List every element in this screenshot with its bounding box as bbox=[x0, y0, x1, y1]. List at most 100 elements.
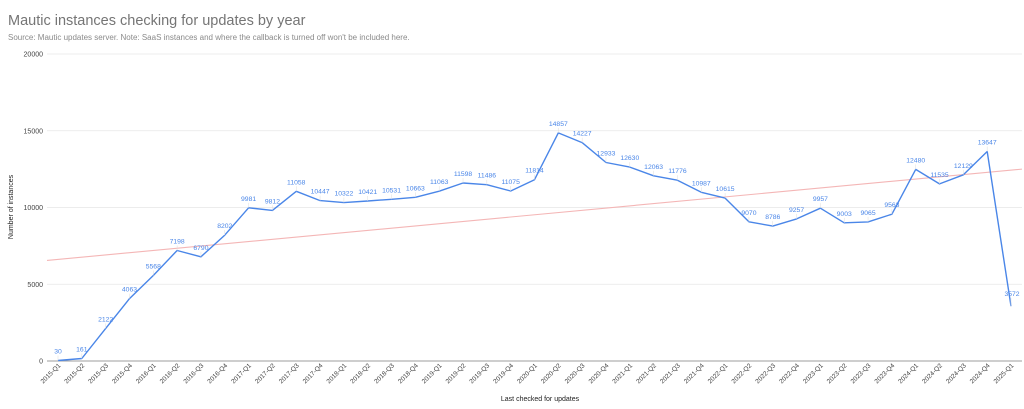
x-axis-ticks: 2015-Q1 2015-Q2 2015-Q3 2015-Q4 2016-Q1 2016-… bbox=[40, 362, 1016, 385]
data-label: 9070 bbox=[741, 210, 756, 217]
x-tick-label: 2022-Q1 bbox=[707, 362, 730, 385]
data-label: 9981 bbox=[241, 196, 256, 203]
data-label: 11075 bbox=[501, 179, 520, 186]
data-label: 10447 bbox=[311, 189, 330, 196]
x-tick-label: 2018-Q2 bbox=[349, 362, 372, 385]
x-tick-label: 2025-Q1 bbox=[993, 362, 1016, 385]
x-tick-label: 2024-Q2 bbox=[921, 362, 944, 385]
data-label: 11535 bbox=[930, 172, 949, 179]
x-tick-label: 2024-Q4 bbox=[969, 362, 992, 385]
x-tick-label: 2016-Q2 bbox=[159, 362, 182, 385]
y-axis-title: Number of instances bbox=[8, 174, 15, 239]
trendline bbox=[46, 168, 1023, 261]
data-label: 5568 bbox=[146, 264, 161, 271]
data-label: 12480 bbox=[906, 157, 925, 164]
x-tick-label: 2023-Q1 bbox=[802, 362, 825, 385]
series-path bbox=[57, 132, 1012, 362]
data-label: 6790 bbox=[193, 245, 208, 252]
y-tick-label: 20000 bbox=[24, 52, 44, 59]
data-label: 12129 bbox=[954, 163, 973, 170]
x-tick-label: 2017-Q3 bbox=[278, 362, 301, 385]
x-tick-label: 2016-Q3 bbox=[182, 362, 205, 385]
data-label: 9563 bbox=[884, 202, 899, 209]
data-label: 9812 bbox=[265, 198, 280, 205]
data-label: 4063 bbox=[122, 287, 137, 294]
x-tick-label: 2015-Q2 bbox=[63, 362, 86, 385]
data-label: 11063 bbox=[430, 179, 449, 186]
x-tick-label: 2018-Q3 bbox=[373, 362, 396, 385]
x-tick-label: 2017-Q2 bbox=[254, 362, 277, 385]
y-axis-ticks: 0 5000 10000 15000 20000 bbox=[24, 52, 44, 366]
data-label: 12630 bbox=[620, 155, 639, 162]
x-axis-title: Last checked for updates bbox=[501, 396, 580, 403]
x-tick-label: 2023-Q2 bbox=[826, 362, 849, 385]
x-tick-label: 2021-Q2 bbox=[635, 362, 658, 385]
data-label: 12933 bbox=[597, 150, 616, 157]
x-tick-label: 2024-Q1 bbox=[897, 362, 920, 385]
x-tick-label: 2018-Q4 bbox=[397, 362, 420, 385]
x-tick-label: 2017-Q4 bbox=[302, 362, 325, 385]
x-tick-label: 2022-Q3 bbox=[754, 362, 777, 385]
data-label: 12063 bbox=[644, 164, 663, 171]
data-label: 10663 bbox=[406, 185, 425, 192]
x-tick-label: 2016-Q1 bbox=[135, 362, 158, 385]
x-tick-label: 2023-Q3 bbox=[850, 362, 873, 385]
x-tick-label: 2020-Q1 bbox=[516, 362, 539, 385]
x-tick-label: 2021-Q3 bbox=[659, 362, 682, 385]
chart-title: Mautic instances checking for updates by… bbox=[8, 13, 306, 29]
x-tick-label: 2020-Q2 bbox=[540, 362, 563, 385]
x-tick-label: 2018-Q1 bbox=[325, 362, 348, 385]
x-tick-label: 2019-Q3 bbox=[468, 362, 491, 385]
data-label: 10615 bbox=[716, 186, 735, 193]
x-tick-label: 2019-Q1 bbox=[421, 362, 444, 385]
x-tick-label: 2020-Q3 bbox=[564, 362, 587, 385]
x-tick-label: 2016-Q4 bbox=[206, 362, 229, 385]
x-tick-label: 2021-Q4 bbox=[683, 362, 706, 385]
data-label: 9957 bbox=[813, 196, 828, 203]
data-label: 10987 bbox=[692, 180, 711, 187]
x-tick-label: 2019-Q2 bbox=[445, 362, 468, 385]
y-tick-label: 5000 bbox=[27, 282, 43, 289]
x-tick-label: 2022-Q2 bbox=[730, 362, 753, 385]
data-label: 9065 bbox=[860, 210, 875, 217]
data-label: 10421 bbox=[358, 189, 377, 196]
x-tick-label: 2023-Q4 bbox=[873, 362, 896, 385]
gridlines bbox=[47, 53, 1022, 362]
data-label: 11598 bbox=[454, 171, 473, 178]
y-tick-label: 0 bbox=[39, 359, 43, 366]
trendline-path bbox=[46, 168, 1023, 261]
data-label: 14227 bbox=[573, 131, 592, 138]
data-label: 13647 bbox=[978, 140, 997, 147]
x-tick-label: 2021-Q1 bbox=[611, 362, 634, 385]
data-label: 8202 bbox=[217, 223, 232, 230]
data-label: 161 bbox=[76, 347, 88, 354]
data-label: 9003 bbox=[837, 211, 852, 218]
data-label: 14857 bbox=[549, 121, 568, 128]
data-label: 9257 bbox=[789, 207, 804, 214]
chart-subtitle: Source: Mautic updates server. Note: Saa… bbox=[8, 33, 410, 42]
x-tick-label: 2024-Q3 bbox=[945, 362, 968, 385]
data-label: 11776 bbox=[668, 168, 687, 175]
x-tick-label: 2017-Q1 bbox=[230, 362, 253, 385]
x-tick-label: 2019-Q4 bbox=[492, 362, 515, 385]
y-tick-label: 10000 bbox=[24, 205, 44, 212]
data-label: 11058 bbox=[287, 179, 306, 186]
data-label: 10531 bbox=[382, 187, 401, 194]
data-label: 11486 bbox=[478, 173, 497, 180]
data-label: 3572 bbox=[1004, 291, 1019, 298]
x-tick-label: 2015-Q4 bbox=[111, 362, 134, 385]
data-label: 10322 bbox=[334, 191, 353, 198]
y-tick-label: 15000 bbox=[24, 128, 44, 135]
data-labels: 30 161 2122 4063 5568 7198 6790 8202 9981 9812 110… bbox=[54, 121, 1020, 361]
data-label: 2122 bbox=[98, 316, 113, 323]
data-label: 11814 bbox=[525, 168, 544, 175]
x-tick-label: 2020-Q4 bbox=[588, 362, 611, 385]
x-tick-label: 2022-Q4 bbox=[778, 362, 801, 385]
data-label: 30 bbox=[54, 349, 62, 356]
data-label: 7198 bbox=[170, 239, 185, 246]
series-line bbox=[57, 132, 1012, 362]
data-label: 8786 bbox=[765, 214, 780, 221]
x-tick-label: 2015-Q1 bbox=[40, 362, 63, 385]
x-tick-label: 2015-Q3 bbox=[87, 362, 110, 385]
